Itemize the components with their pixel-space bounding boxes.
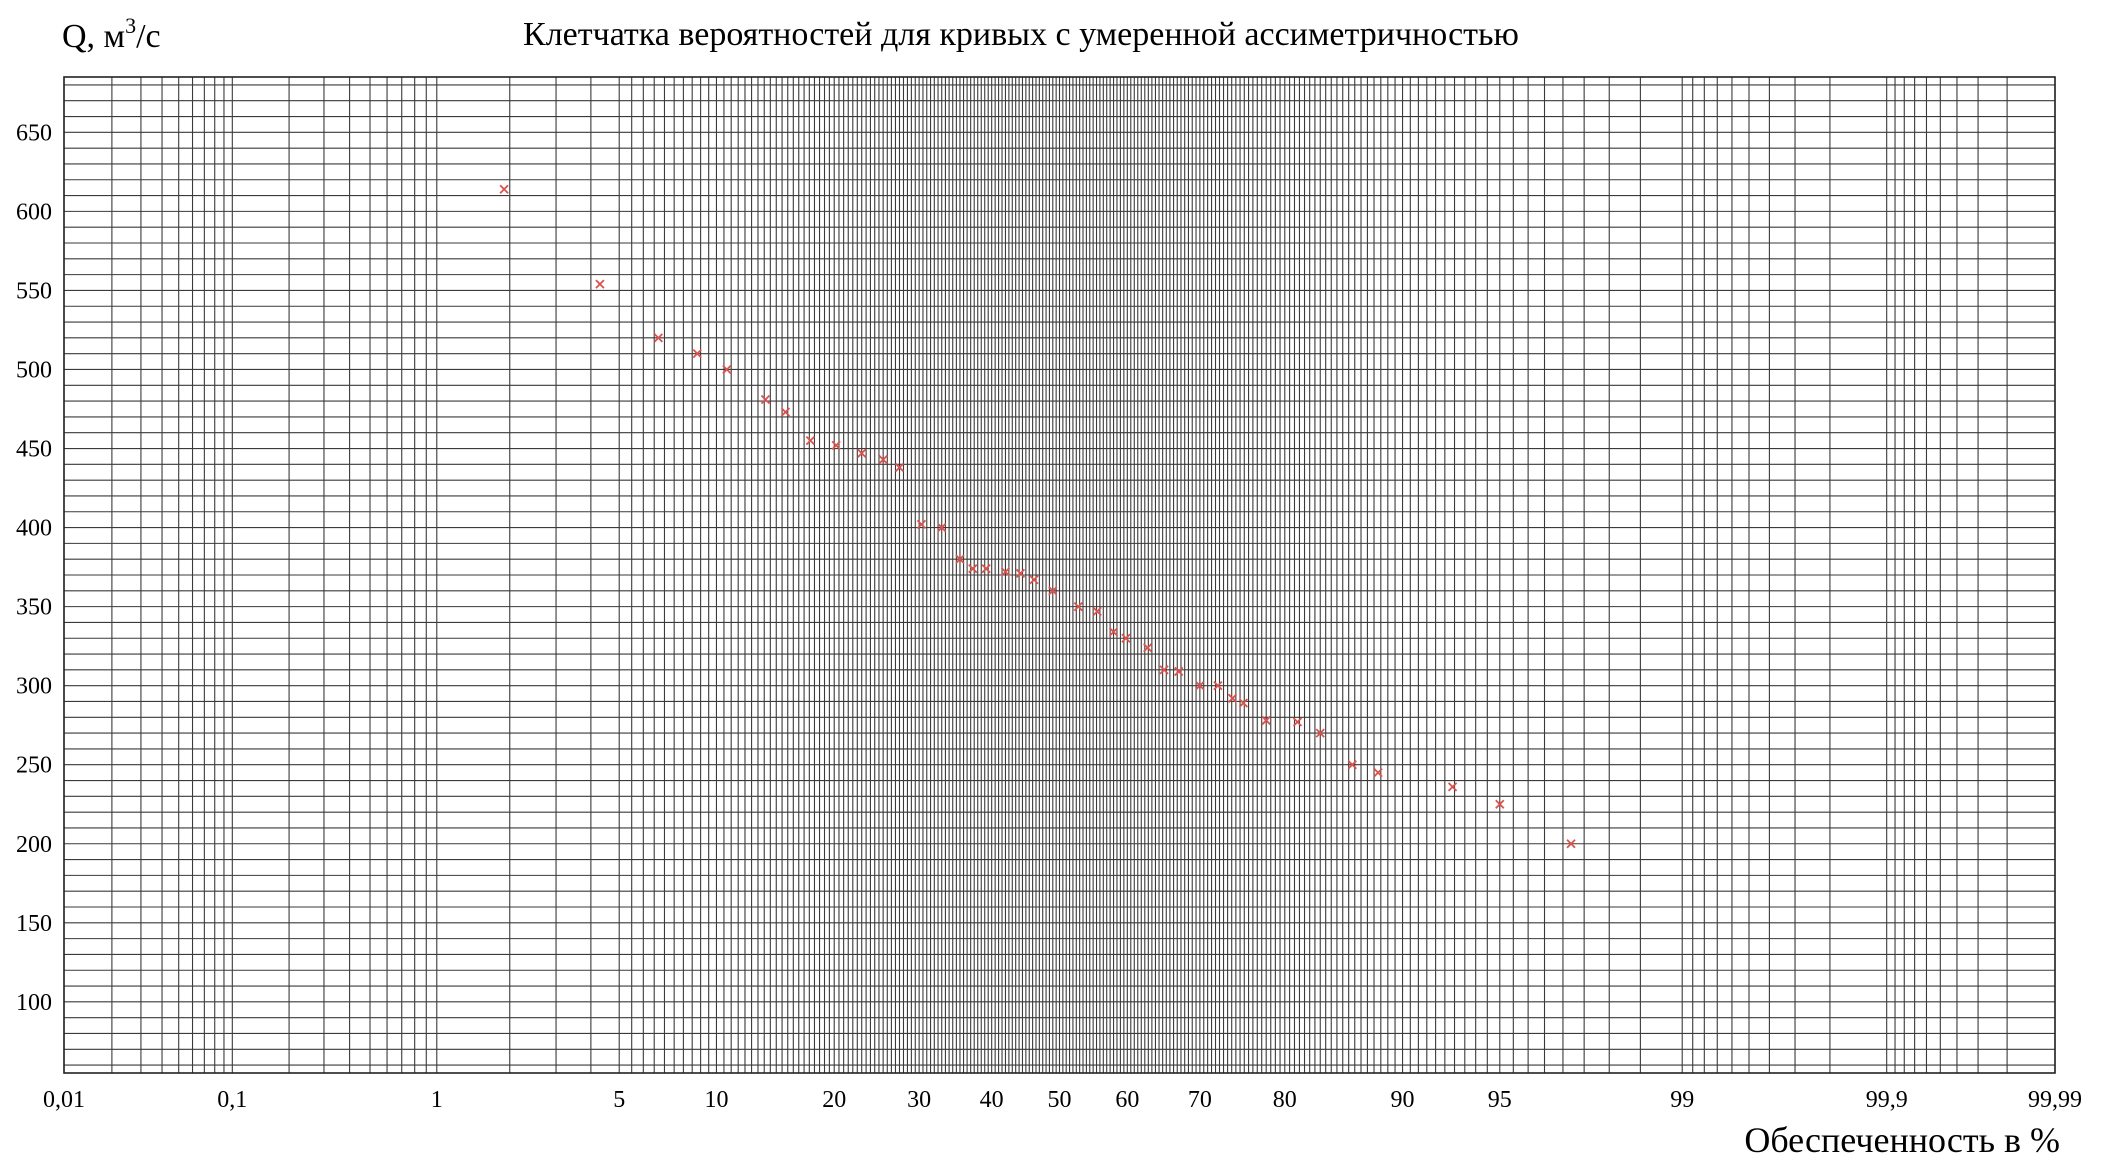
data-point	[1195, 681, 1205, 691]
x-tick-label: 80	[1273, 1087, 1297, 1113]
data-point	[1108, 627, 1119, 637]
data-point	[1495, 799, 1505, 809]
data-point	[1292, 717, 1303, 727]
data-point	[1566, 839, 1576, 849]
x-tick-label: 20	[822, 1087, 846, 1113]
data-point	[1213, 681, 1223, 691]
y-axis-label-unit: /с	[136, 18, 161, 55]
x-tick-label: 0,01	[43, 1087, 85, 1113]
y-tick-label: 250	[16, 753, 52, 779]
data-point	[1015, 568, 1026, 579]
data-point	[1373, 767, 1383, 778]
data-point	[1347, 760, 1357, 770]
data-point	[894, 462, 905, 473]
data-point	[1159, 665, 1169, 675]
data-point	[831, 440, 841, 450]
x-tick-label: 90	[1391, 1087, 1415, 1113]
data-point	[981, 564, 991, 574]
y-axis-label: Q, м3/с	[62, 13, 161, 55]
chart-title: Клетчатка вероятностей для кривых с умер…	[523, 16, 1519, 53]
data-point	[692, 349, 702, 359]
data-point	[1000, 567, 1011, 577]
x-tick-label: 0,1	[217, 1087, 247, 1113]
data-point	[1092, 606, 1102, 616]
data-point	[1315, 728, 1325, 738]
data-point	[1447, 782, 1458, 792]
y-tick-label: 350	[16, 595, 52, 621]
data-point	[653, 333, 664, 343]
x-tick-label: 60	[1115, 1087, 1139, 1113]
y-axis-label-text: Q, м	[62, 18, 125, 55]
x-tick-label: 40	[980, 1087, 1004, 1113]
data-point	[955, 554, 965, 564]
x-tick-label: 99	[1670, 1087, 1694, 1113]
data-point	[1029, 575, 1039, 585]
y-tick-label: 500	[16, 357, 52, 383]
data-point	[916, 519, 927, 530]
x-axis-label: Обеспеченность в %	[1744, 1120, 2060, 1160]
data-point	[878, 454, 888, 465]
data-point	[780, 407, 791, 417]
data-point	[805, 435, 816, 446]
y-tick-label: 650	[16, 120, 52, 146]
x-tick-label: 5	[613, 1087, 625, 1113]
data-point	[1238, 698, 1249, 708]
data-point	[1142, 643, 1153, 653]
data-point	[857, 448, 867, 458]
y-tick-label: 150	[16, 911, 52, 937]
y-tick-label: 600	[16, 199, 52, 225]
data-point	[1048, 586, 1058, 596]
data-point	[1073, 601, 1083, 612]
data-point	[1261, 715, 1271, 726]
data-point	[1174, 666, 1184, 677]
plot-frame	[63, 76, 2056, 1074]
x-tick-labels: 0,01 0,1 1 5 10 20 30 40 50 60 70 80 90 95 99 99,9 99,99	[43, 1087, 2082, 1113]
y-tick-labels: 100 150 200 250 300 350 400 450 500 550 600 650	[16, 120, 52, 1016]
x-tick-label: 50	[1048, 1087, 1072, 1113]
y-tick-label: 200	[16, 832, 52, 858]
horizontal-gridlines	[64, 84, 2055, 1066]
data-point	[937, 522, 947, 533]
data-points	[499, 184, 1576, 849]
x-tick-label: 1	[431, 1087, 443, 1113]
data-point	[499, 184, 509, 194]
x-tick-label: 70	[1188, 1087, 1212, 1113]
x-tick-label: 95	[1488, 1087, 1512, 1113]
x-tick-label: 99,99	[2028, 1087, 2082, 1113]
data-point	[1121, 633, 1131, 643]
data-point	[760, 394, 771, 405]
x-tick-label: 10	[704, 1087, 728, 1113]
y-tick-label: 300	[16, 674, 52, 700]
y-tick-label: 550	[16, 278, 52, 304]
data-point	[968, 564, 978, 574]
data-point	[722, 364, 732, 375]
y-axis-label-superscript: 3	[125, 13, 136, 38]
x-tick-label: 30	[907, 1087, 931, 1113]
data-point	[1227, 693, 1238, 703]
x-tick-label: 99,9	[1866, 1087, 1908, 1113]
data-point	[595, 279, 605, 289]
y-tick-label: 400	[16, 516, 52, 542]
y-tick-label: 450	[16, 437, 52, 463]
y-tick-label: 100	[16, 990, 52, 1016]
